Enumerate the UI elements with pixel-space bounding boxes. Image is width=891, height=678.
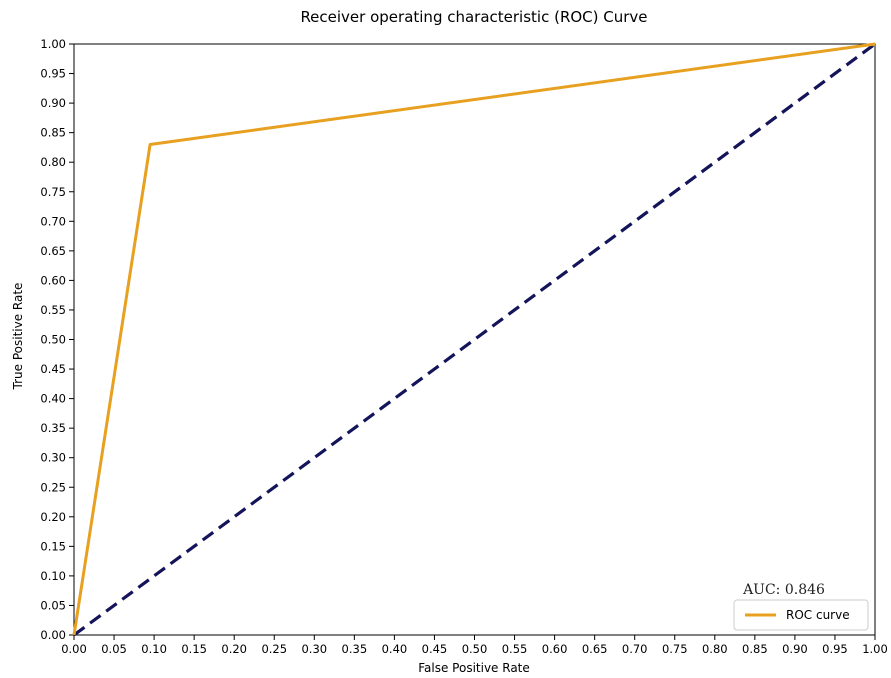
x-tick-label: 0.20: [221, 642, 247, 656]
y-tick-label: 0.85: [40, 126, 66, 140]
diagonal-reference-line: [73, 42, 876, 637]
x-tick-label: 0.95: [822, 642, 848, 656]
x-tick-label: 0.00: [61, 642, 87, 656]
y-tick-label: 0.35: [40, 421, 66, 435]
y-tick-label: 0.50: [40, 333, 66, 347]
x-tick-label: 0.40: [382, 642, 408, 656]
chart-title: Receiver operating characteristic (ROC) …: [300, 8, 647, 26]
x-tick-label: 0.90: [782, 642, 808, 656]
y-tick-label: 0.65: [40, 244, 66, 258]
x-tick-label: 0.15: [181, 642, 207, 656]
y-tick-label: 0.10: [40, 569, 66, 583]
x-tick-label: 0.30: [301, 642, 327, 656]
x-axis: 0.00 0.05 0.10 0.15 0.20 0.25 0.30 0.35 0.40 0.45…: [61, 635, 888, 656]
y-tick-label: 0.00: [40, 628, 66, 642]
auc-annotation: AUC: 0.846: [742, 582, 825, 598]
y-tick-label: 0.90: [40, 96, 66, 110]
y-tick-label: 0.30: [40, 451, 66, 465]
x-tick-label: 0.65: [582, 642, 608, 656]
x-tick-label: 0.55: [502, 642, 528, 656]
legend-label-roc-curve: ROC curve: [786, 608, 850, 622]
x-tick-label: 0.75: [662, 642, 688, 656]
x-tick-label: 0.35: [342, 642, 368, 656]
x-tick-label: 0.50: [462, 642, 488, 656]
y-tick-label: 1.00: [40, 37, 66, 51]
x-tick-label: 0.85: [742, 642, 768, 656]
y-tick-label: 0.75: [40, 185, 66, 199]
y-tick-label: 0.45: [40, 362, 66, 376]
roc-curve-line: [72, 42, 876, 636]
y-tick-label: 0.25: [40, 480, 66, 494]
x-tick-label: 0.70: [622, 642, 648, 656]
x-tick-label: 0.80: [702, 642, 728, 656]
y-tick-label: 0.55: [40, 303, 66, 317]
x-tick-label: 0.05: [101, 642, 127, 656]
y-tick-label: 0.40: [40, 392, 66, 406]
y-axis: 0.00 0.05 0.10 0.15 0.20 0.25 0.30 0.35 0.40 0.45…: [40, 37, 74, 642]
y-tick-label: 0.70: [40, 214, 66, 228]
y-tick-label: 0.15: [40, 539, 66, 553]
x-tick-label: 0.25: [261, 642, 287, 656]
legend: ROC curve: [733, 599, 869, 631]
x-tick-label: 1.00: [862, 642, 888, 656]
x-tick-label: 0.10: [141, 642, 167, 656]
x-axis-label: False Positive Rate: [418, 661, 530, 675]
y-tick-label: 0.95: [40, 67, 66, 81]
y-axis-label: True Positive Rate: [11, 283, 25, 391]
legend-box: [733, 599, 869, 631]
y-tick-label: 0.80: [40, 155, 66, 169]
series-layer: [72, 42, 876, 637]
y-tick-label: 0.05: [40, 598, 66, 612]
y-tick-label: 0.60: [40, 273, 66, 287]
x-tick-label: 0.60: [542, 642, 568, 656]
y-tick-label: 0.20: [40, 510, 66, 524]
x-tick-label: 0.45: [422, 642, 448, 656]
